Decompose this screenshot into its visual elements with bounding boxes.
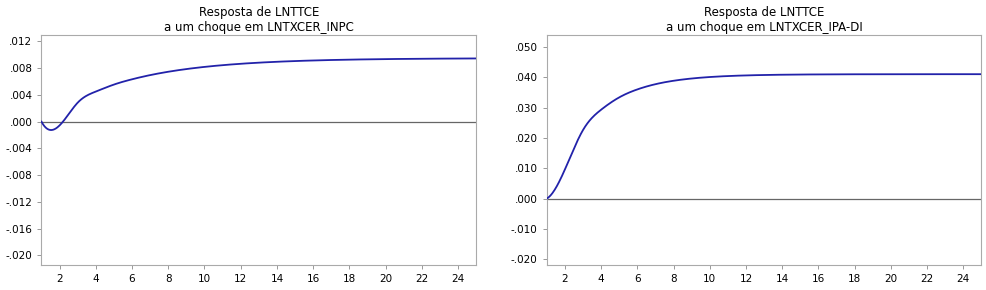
Title: Resposta de LNTTCE
a um choque em LNTXCER_IPA-DI: Resposta de LNTTCE a um choque em LNTXCE… [665,6,862,34]
Title: Resposta de LNTTCE
a um choque em LNTXCER_INPC: Resposta de LNTTCE a um choque em LNTXCE… [164,6,353,34]
